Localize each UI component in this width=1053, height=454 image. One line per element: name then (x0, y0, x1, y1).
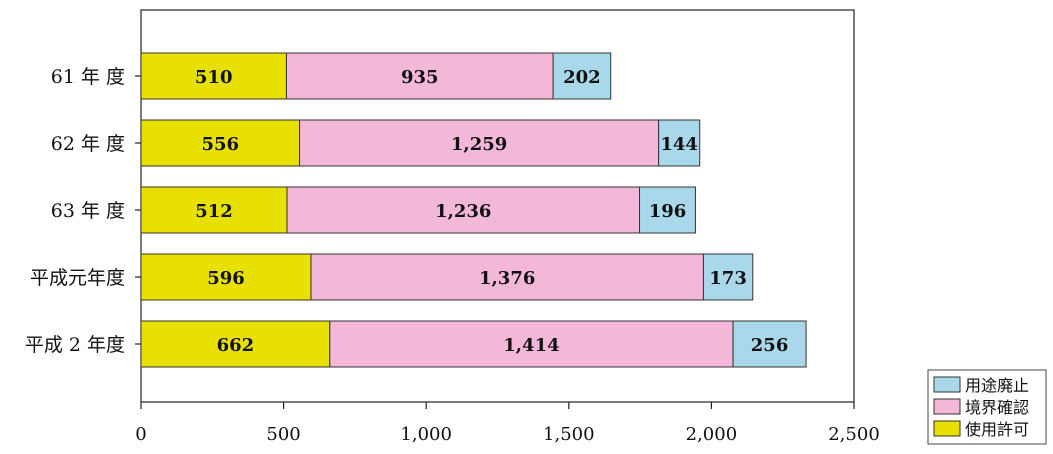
bar-segment (140, 253, 312, 301)
bars-layer: 510 935 202 556 1,259 144 512 1,236 196 596 1,376 1… (140, 52, 807, 368)
y-category-label: 平成元年度 (30, 267, 125, 289)
bar-value-label: 1,236 (435, 201, 491, 222)
legend-label: 用途廃止 (965, 376, 1029, 395)
bar-segment (552, 52, 612, 100)
y-category-label: 61 年 度 (51, 66, 125, 88)
legend-swatch (933, 398, 961, 415)
bar-value-label: 512 (195, 201, 233, 222)
x-tick-label: 2,500 (828, 424, 880, 445)
bar-segment (639, 186, 696, 234)
bar-value-label: 510 (195, 67, 233, 88)
bar-value-label: 935 (401, 67, 439, 88)
legend-swatch (933, 376, 961, 393)
bar-value-label: 662 (217, 335, 255, 356)
bar-value-label: 173 (709, 268, 747, 289)
x-tick-label: 0 (135, 424, 146, 445)
legend-label: 使用許可 (965, 420, 1029, 439)
bar-segment (702, 253, 754, 301)
legend-label: 境界確認 (965, 398, 1029, 417)
y-category-label: 平成 2 年度 (25, 334, 125, 356)
x-tick-label: 2,000 (686, 424, 738, 445)
bar-value-label: 556 (201, 134, 239, 155)
y-category-label: 63 年 度 (51, 200, 125, 222)
bar-value-label: 256 (751, 335, 789, 356)
bar-segment (310, 253, 704, 301)
bar-segment (329, 320, 734, 368)
bar-segment (140, 52, 287, 100)
bar-value-label: 596 (207, 268, 245, 289)
x-tick-label: 1,000 (400, 424, 452, 445)
bar-value-label: 1,414 (503, 335, 559, 356)
bar-value-label: 196 (649, 201, 687, 222)
bar-segment (299, 119, 660, 167)
bar-segment (286, 186, 641, 234)
bar-value-label: 202 (563, 67, 601, 88)
bar-value-label: 1,259 (451, 134, 507, 155)
x-tick-label: 500 (266, 424, 300, 445)
bar-value-label: 144 (660, 134, 698, 155)
bar-segment (285, 52, 554, 100)
bar-segment (732, 320, 807, 368)
x-axis-ticks: 0 500 1,000 1,500 2,000 2,500 (135, 402, 880, 445)
bar-segment (658, 119, 701, 167)
y-category-label: 62 年 度 (51, 133, 125, 155)
legend-swatch (933, 420, 961, 437)
x-tick-label: 1,500 (543, 424, 595, 445)
bar-segment (140, 320, 331, 368)
bar-value-label: 1,376 (479, 268, 535, 289)
